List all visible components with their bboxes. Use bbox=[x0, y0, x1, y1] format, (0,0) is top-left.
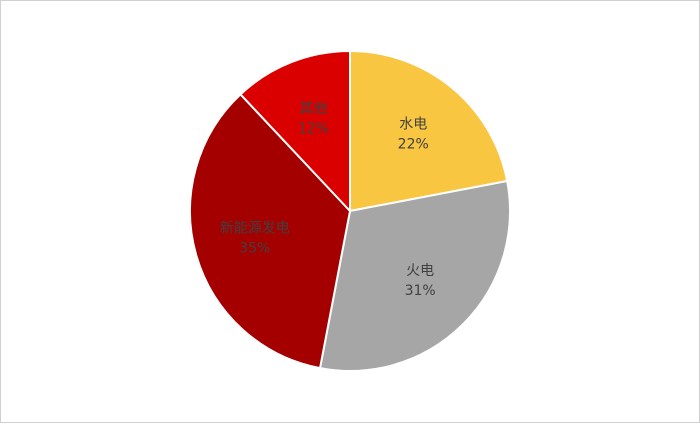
pie-slice bbox=[349, 49, 509, 213]
slice-label: 其他 bbox=[299, 101, 327, 117]
slice-label: 火电 bbox=[406, 263, 434, 279]
pie-slice bbox=[318, 179, 511, 372]
slice-value-label: 12% bbox=[298, 121, 329, 137]
slice-value-label: 35% bbox=[239, 241, 270, 257]
slice-value-label: 22% bbox=[398, 137, 429, 153]
pie-slice bbox=[189, 92, 352, 370]
slice-label: 水电 bbox=[399, 117, 427, 133]
slice-label: 新能源发电 bbox=[220, 221, 290, 237]
pie-slice bbox=[239, 49, 351, 214]
slice-value-label: 31% bbox=[405, 283, 436, 299]
